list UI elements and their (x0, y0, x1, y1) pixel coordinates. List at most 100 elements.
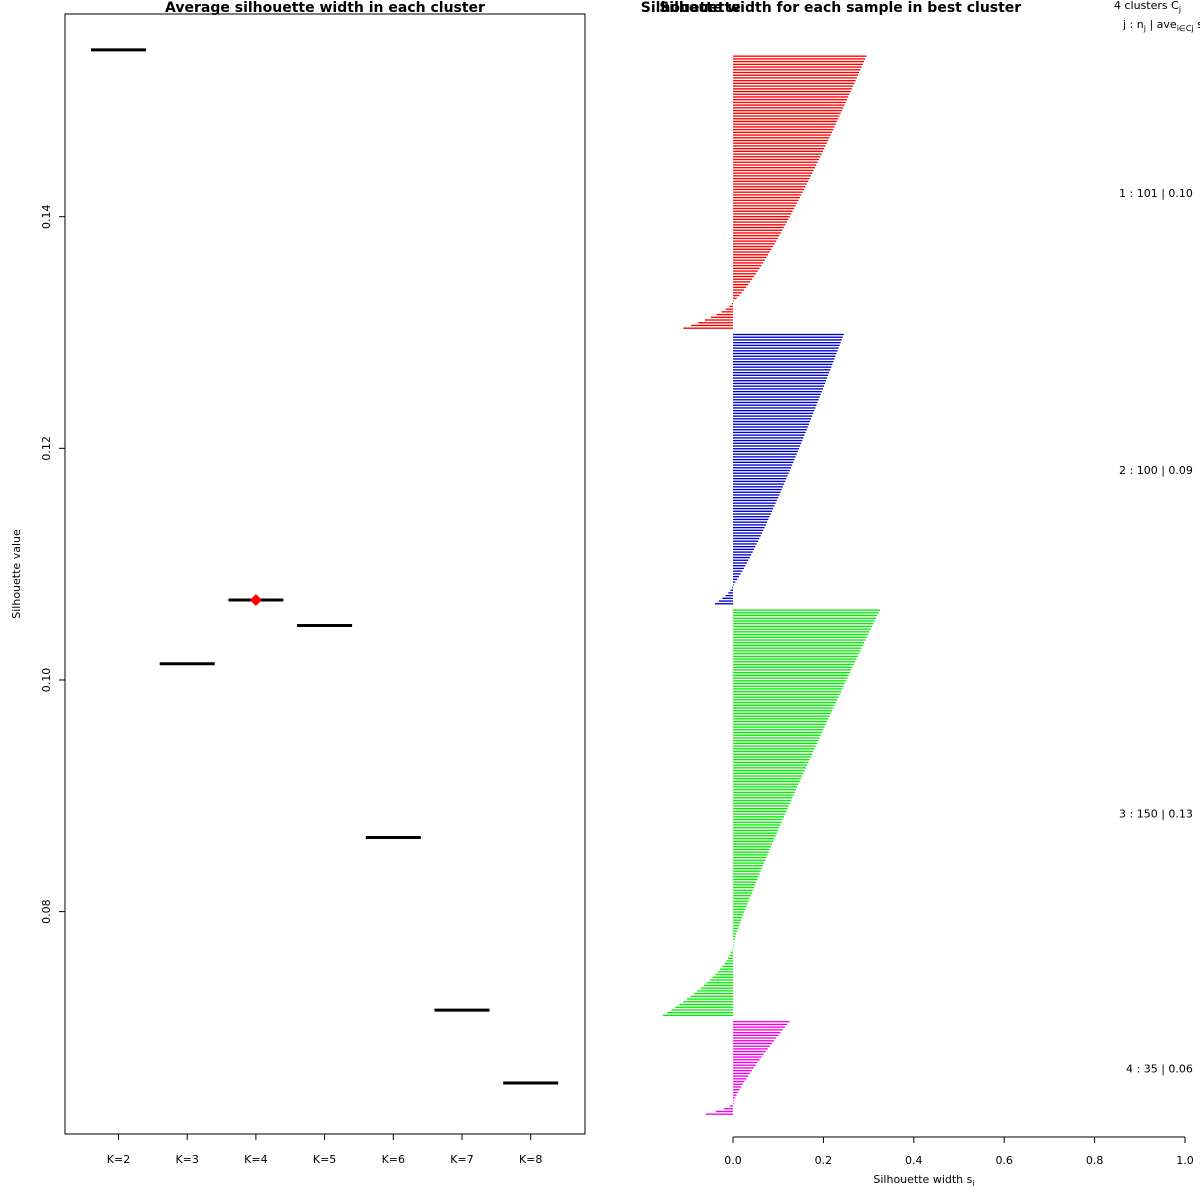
silhouette-bar-c3 (733, 930, 738, 932)
silhouette-bar-c3 (700, 987, 733, 989)
silhouette-bar-c3 (733, 943, 734, 946)
silhouette-bar-c1 (733, 55, 867, 57)
cluster-legend-header: 4 clusters Cj j : nj | avei∈Cj s (1114, 0, 1200, 33)
silhouette-bar-c2 (733, 524, 766, 526)
silhouette-bar-c3 (706, 982, 733, 984)
silhouette-bar-c3 (733, 941, 734, 943)
silhouette-bar-c2 (733, 458, 795, 461)
silhouette-bar-c1 (733, 109, 843, 112)
silhouette-bar-c3 (733, 856, 767, 859)
silhouette-bar-c1 (733, 226, 784, 229)
silhouette-bar-c3 (733, 903, 748, 905)
silhouette-bar-c1 (733, 232, 781, 234)
silhouette-bar-c3 (733, 791, 795, 794)
silhouette-bar-c1 (733, 221, 787, 223)
silhouette-bar-c1 (733, 139, 829, 142)
silhouette-bar-c3 (733, 620, 875, 622)
silhouette-bar-c3 (733, 710, 833, 712)
silhouette-bar-c2 (733, 380, 827, 382)
silhouette-bar-c1 (733, 161, 818, 163)
right-x-tick-label: 0.4 (905, 1154, 923, 1167)
silhouette-bar-c1 (733, 218, 789, 221)
silhouette-bar-c1 (733, 74, 858, 76)
silhouette-bar-c3 (733, 680, 847, 682)
silhouette-bar-c3 (733, 829, 779, 832)
silhouette-bar-c1 (733, 229, 783, 231)
silhouette-bar-c1 (733, 99, 848, 101)
silhouette-bar-c3 (675, 1006, 733, 1008)
left-plot-frame (64, 13, 586, 1135)
left-x-axis: K=2 K=3 K=4 K=5 K=6 K=7 K=8 (107, 1134, 542, 1166)
silhouette-bar-c4 (733, 1029, 783, 1031)
silhouette-bar-c1 (733, 93, 850, 95)
silhouette-bar-c1 (733, 107, 844, 109)
silhouette-bar-c2 (733, 393, 821, 396)
silhouette-bar-c1 (733, 248, 772, 250)
silhouette-bar-c3 (733, 897, 750, 900)
silhouette-bar-c3 (733, 797, 793, 799)
silhouette-bar-c3 (733, 889, 753, 891)
silhouette-bar-c3 (733, 875, 759, 878)
silhouette-bar-c4 (733, 1097, 736, 1099)
left-x-tick-label: K=6 (382, 1153, 405, 1166)
silhouette-bar-c2 (733, 578, 738, 580)
silhouette-bar-c4 (733, 1048, 768, 1050)
silhouette-bar-c2 (733, 488, 782, 491)
cluster-legend-entry: 1 : 101 | 0.10 (1119, 187, 1193, 200)
silhouette-bar-c1 (733, 66, 862, 68)
silhouette-bar-c1 (733, 145, 826, 147)
silhouette-bar-c2 (733, 472, 789, 474)
silhouette-bar-c2 (733, 570, 743, 572)
left-x-tick-label: K=5 (313, 1153, 336, 1166)
silhouette-bar-c2 (733, 529, 764, 532)
silhouette-bar-c3 (717, 971, 733, 973)
silhouette-bar-c1 (733, 237, 778, 240)
silhouette-bar-c3 (733, 848, 770, 851)
silhouette-bar-c4 (733, 1072, 750, 1075)
silhouette-bar-c1 (733, 254, 769, 256)
silhouette-bar-c1 (733, 224, 786, 226)
silhouette-bar-c3 (733, 745, 816, 747)
silhouette-bar-c2 (733, 369, 831, 371)
silhouette-bar-c3 (733, 639, 866, 641)
silhouette-bar-c2 (733, 412, 814, 415)
silhouette-bar-c3 (733, 870, 761, 872)
silhouette-bar-c3 (733, 718, 829, 720)
silhouette-bar-c1 (733, 85, 854, 87)
silhouette-bar-c2 (733, 434, 805, 436)
left-x-tick-label: K=7 (450, 1153, 473, 1166)
silhouette-bar-c1 (733, 123, 836, 125)
silhouette-bar-c2 (733, 540, 759, 542)
silhouette-bar-c2 (733, 559, 749, 561)
silhouette-bar-c2 (733, 545, 756, 548)
silhouette-bar-c4 (733, 1091, 739, 1094)
silhouette-bar-c3 (733, 655, 858, 658)
cluster-legend-entry: 4 : 35 | 0.06 (1126, 1063, 1193, 1076)
silhouette-bar-c1 (733, 273, 756, 275)
silhouette-bar-c2 (733, 502, 776, 504)
silhouette-bar-c3 (733, 865, 763, 867)
silhouette-bar-c2 (733, 371, 830, 374)
silhouette-bar-c3 (733, 837, 775, 840)
silhouette-bar-c3 (733, 859, 766, 862)
silhouette-bar-c2 (733, 575, 740, 578)
silhouette-bar-c2 (733, 494, 780, 496)
silhouette-bar-c3 (733, 843, 773, 845)
silhouette-bar-c3 (722, 965, 733, 968)
silhouette-bar-c1 (733, 210, 793, 212)
silhouette-bar-c3 (733, 688, 843, 690)
silhouette-bar-c2 (733, 505, 775, 507)
silhouette-bar-c3 (733, 935, 736, 938)
legend-header-columns: j : nj | avei∈Cj s (1122, 18, 1200, 33)
left-x-tick-label: K=4 (244, 1153, 267, 1166)
cluster-legend-entry: 3 : 150 | 0.13 (1119, 807, 1193, 820)
silhouette-bar-c3 (733, 625, 873, 628)
silhouette-bar-c2 (733, 469, 790, 472)
right-x-axis-label: Silhouette width si (873, 1173, 974, 1188)
silhouette-bar-c2 (733, 467, 792, 469)
silhouette-bar-c2 (733, 532, 762, 534)
silhouette-bar-c2 (730, 589, 733, 591)
silhouette-bar-c1 (733, 256, 767, 259)
silhouette-bar-c3 (694, 992, 733, 995)
